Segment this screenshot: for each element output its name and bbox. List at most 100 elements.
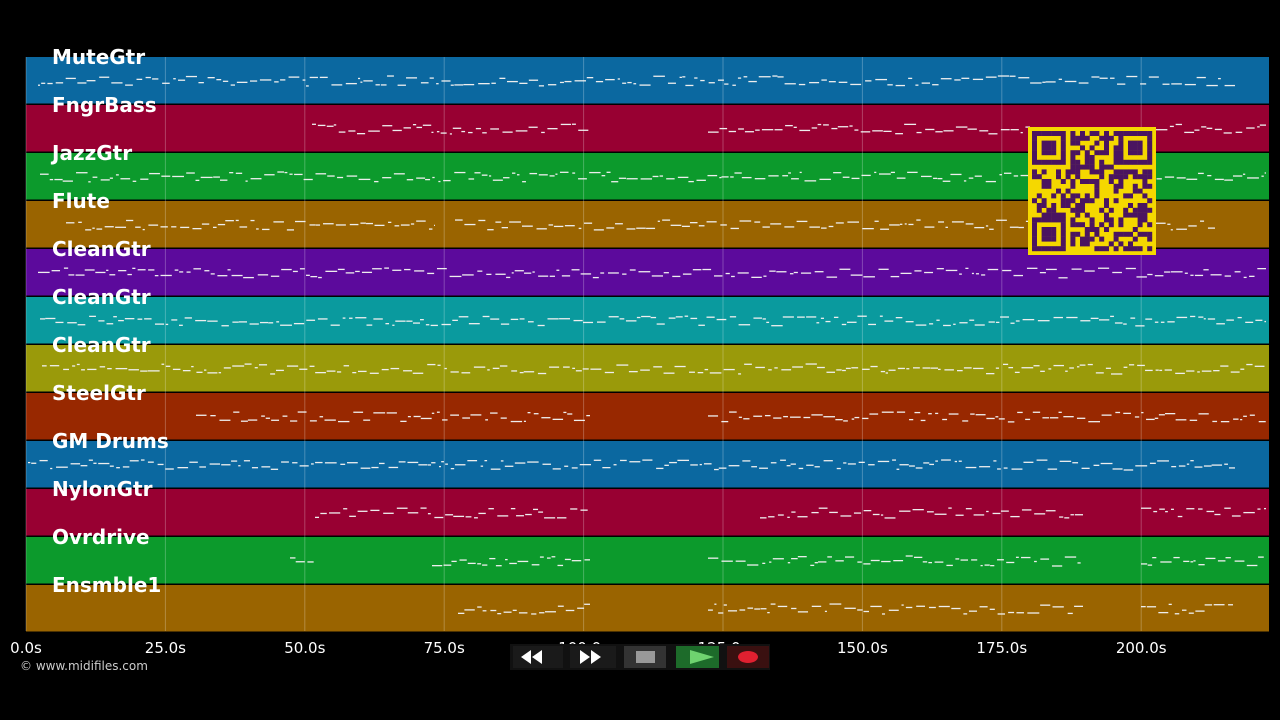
play-button[interactable] [676,646,719,668]
qr-module [1113,145,1119,151]
qr-module [1046,212,1052,218]
qr-module [1070,241,1076,247]
track-name: CleanGtr [52,285,151,309]
qr-module [1147,198,1153,204]
qr-module [1132,207,1138,213]
qr-module [1094,179,1100,184]
qr-module [1032,140,1037,146]
qr-module [1137,231,1143,237]
track-name: NylonGtr [52,477,153,501]
qr-module [1089,222,1095,228]
qr-module [1080,236,1085,242]
qr-module [1089,227,1095,232]
qr-module [1070,140,1076,146]
qr-module [1056,131,1061,136]
qr-module [1137,212,1143,218]
qr-module [1041,179,1047,184]
qr-module [1113,150,1119,156]
qr-module [1142,183,1148,189]
qr-module [1032,222,1037,228]
qr-module [1041,159,1047,165]
qr-module [1099,150,1105,156]
qr-module [1046,183,1052,189]
qr-module [1080,222,1085,228]
qr-module [1123,193,1129,199]
qr-module [1132,169,1138,175]
qr-module [1084,179,1090,184]
qr-module [1070,198,1076,204]
qr-module [1108,164,1114,170]
record-button[interactable] [727,646,769,668]
qr-module [1051,193,1057,199]
stop-button[interactable] [624,646,666,668]
qr-module [1094,169,1100,175]
qr-module [1051,203,1057,208]
qr-module [1075,203,1081,208]
qr-module [1147,140,1153,146]
track-lane [26,393,1269,440]
qr-module [1070,131,1076,136]
qr-module [1041,169,1047,175]
qr-module [1046,227,1052,232]
qr-module [1123,169,1129,175]
qr-module [1123,246,1129,252]
qr-module [1060,140,1066,146]
qr-module [1080,131,1085,136]
qr-module [1075,150,1081,156]
qr-module [1036,131,1042,136]
qr-module [1041,212,1047,218]
track-name: MuteGtr [52,45,145,69]
qr-module [1113,159,1119,165]
qr-module [1060,241,1066,247]
rewind-button[interactable] [513,646,563,668]
qr-module [1080,164,1085,170]
qr-module [1118,183,1124,189]
qr-module [1147,159,1153,165]
qr-module [1132,227,1138,232]
qr-module [1065,188,1071,194]
qr-module [1099,159,1105,165]
qr-module [1070,231,1076,237]
qr-module [1084,241,1090,247]
qr-module [1075,207,1081,213]
qr-module [1060,203,1066,208]
qr-module [1080,241,1085,247]
qr-module [1032,241,1037,247]
qr-module [1113,155,1119,160]
qr-module [1051,246,1057,252]
qr-module [1084,193,1090,199]
qr-module [1075,135,1081,141]
qr-module [1128,145,1133,151]
qr-module [1128,131,1133,136]
qr-module [1080,198,1085,204]
qr-module [1113,236,1119,242]
qr-module [1128,150,1133,156]
qr-module [1132,131,1138,136]
fast-forward-button[interactable] [570,646,616,668]
qr-module [1142,179,1148,184]
qr-module [1123,159,1129,165]
qr-module [1051,217,1057,223]
qr-module [1089,155,1095,160]
time-tick-label: 150.0s [837,639,888,657]
qr-module [1108,241,1114,247]
qr-module [1056,212,1061,218]
qr-module [1099,135,1105,141]
qr-module [1041,145,1047,151]
qr-module [1046,150,1052,156]
qr-module [1070,150,1076,156]
qr-module [1075,140,1081,146]
qr-module [1070,207,1076,213]
qr-module [1147,207,1153,213]
qr-module [1118,140,1124,146]
qr-module [1070,217,1076,223]
qr-module [1104,131,1109,136]
track-lane [26,489,1269,536]
qr-module [1089,164,1095,170]
qr-module [1056,188,1061,194]
qr-module [1060,145,1066,151]
qr-module [1046,207,1052,213]
time-tick-label: 200.0s [1116,639,1167,657]
qr-module [1142,174,1148,180]
